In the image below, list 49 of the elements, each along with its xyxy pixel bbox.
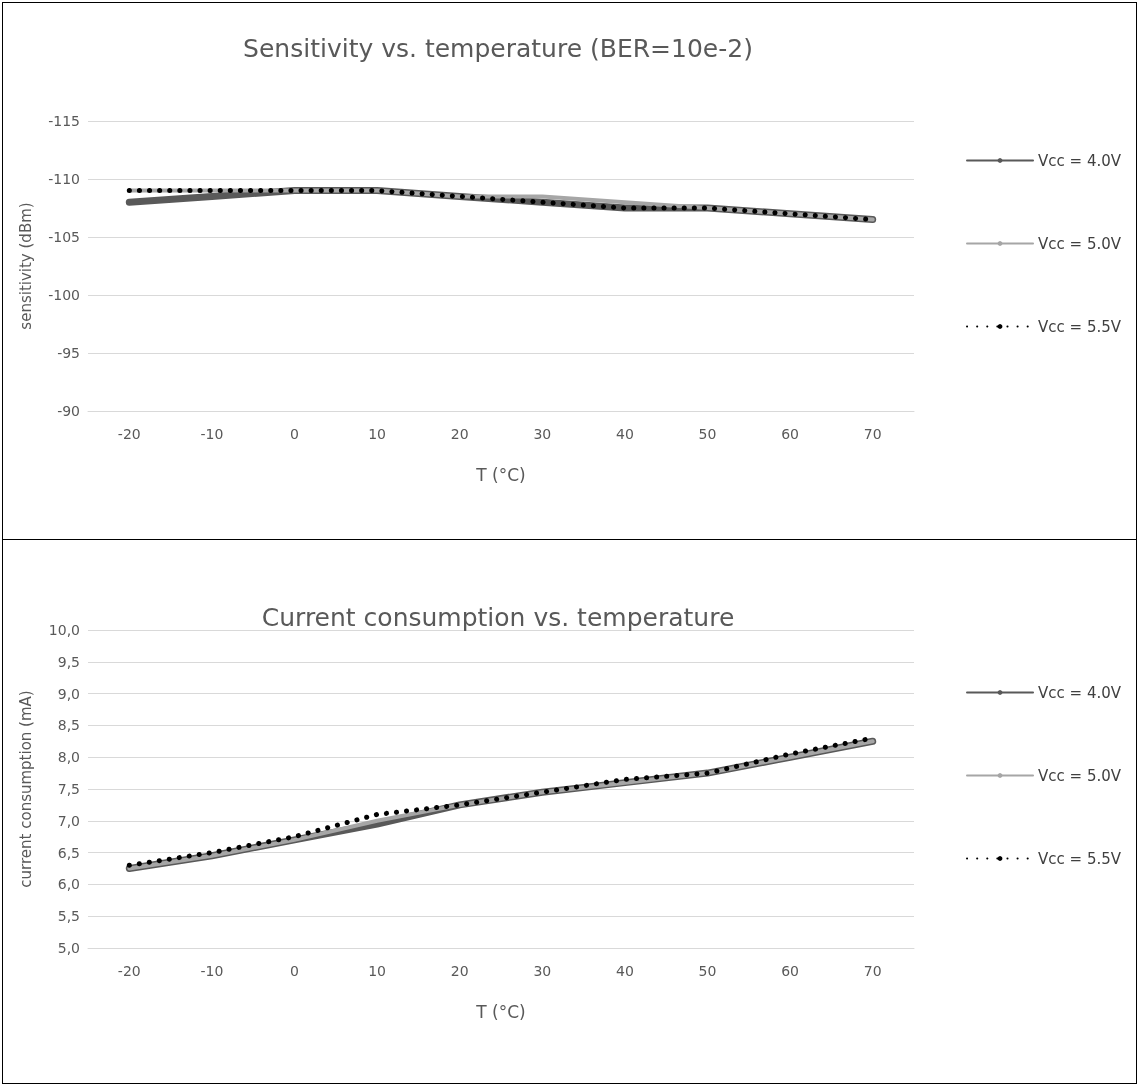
x-tick-label: -10 bbox=[200, 963, 224, 979]
x-tick-label: 60 bbox=[781, 963, 800, 979]
y-tick-label: 7,0 bbox=[57, 812, 80, 829]
y-tick-label: 8,0 bbox=[57, 749, 80, 766]
legend-label: Vcc = 4.0V bbox=[1038, 151, 1122, 170]
x-tick-label: -20 bbox=[117, 426, 141, 442]
x-tick-label: 10 bbox=[368, 963, 387, 979]
chart-title: Sensitivity vs. temperature (BER=10e-2) bbox=[243, 34, 753, 63]
y-tick-label: 6,0 bbox=[57, 876, 80, 893]
x-tick-label: 40 bbox=[615, 426, 634, 442]
x-tick-label: -10 bbox=[200, 426, 224, 442]
x-tick-label: 60 bbox=[781, 426, 800, 442]
y-tick-label: 8,5 bbox=[57, 717, 80, 734]
y-tick-label: 6,5 bbox=[57, 844, 80, 861]
y-tick-label: -105 bbox=[48, 229, 80, 245]
x-axis-title: T (°C) bbox=[475, 1001, 526, 1022]
x-tick-label: 20 bbox=[450, 426, 469, 442]
x-tick-label: 40 bbox=[615, 963, 634, 979]
x-tick-label: 50 bbox=[698, 963, 717, 979]
y-tick-label: -95 bbox=[57, 345, 80, 361]
x-tick-label: 70 bbox=[863, 963, 882, 979]
x-tick-label: 10 bbox=[368, 426, 387, 442]
x-tick-label: 50 bbox=[698, 426, 717, 442]
x-tick-label: 30 bbox=[533, 426, 552, 442]
x-tick-label: 70 bbox=[863, 426, 882, 442]
y-tick-label: 5,0 bbox=[57, 940, 80, 956]
x-axis-title: T (°C) bbox=[475, 464, 526, 485]
y-tick-label: -115 bbox=[48, 113, 80, 129]
y-tick-label: -90 bbox=[57, 403, 80, 419]
y-tick-label: 9,0 bbox=[57, 685, 80, 702]
x-tick-label: 20 bbox=[450, 963, 469, 979]
legend-label: Vcc = 5.5V bbox=[1038, 317, 1122, 336]
y-tick-label: 10,0 bbox=[48, 622, 80, 638]
chart-title: Current consumption vs. temperature bbox=[261, 603, 735, 632]
y-tick-label: -100 bbox=[48, 287, 80, 303]
legend-label: Vcc = 5.5V bbox=[1038, 849, 1122, 868]
y-axis-title: current consumption (mA) bbox=[16, 690, 35, 888]
y-tick-label: 9,5 bbox=[57, 653, 80, 670]
x-tick-label: 0 bbox=[290, 426, 299, 442]
legend-label: Vcc = 5.0V bbox=[1038, 766, 1122, 785]
x-tick-label: 30 bbox=[533, 963, 552, 979]
y-tick-label: 5,5 bbox=[57, 908, 80, 925]
y-tick-label: 7,5 bbox=[57, 781, 80, 797]
legend-label: Vcc = 4.0V bbox=[1038, 683, 1122, 702]
x-tick-label: 0 bbox=[290, 963, 299, 979]
y-tick-label: -110 bbox=[48, 171, 80, 187]
x-tick-label: -20 bbox=[117, 963, 141, 979]
legend-label: Vcc = 5.0V bbox=[1038, 234, 1122, 253]
y-axis-title: sensitivity (dBm) bbox=[16, 202, 35, 330]
